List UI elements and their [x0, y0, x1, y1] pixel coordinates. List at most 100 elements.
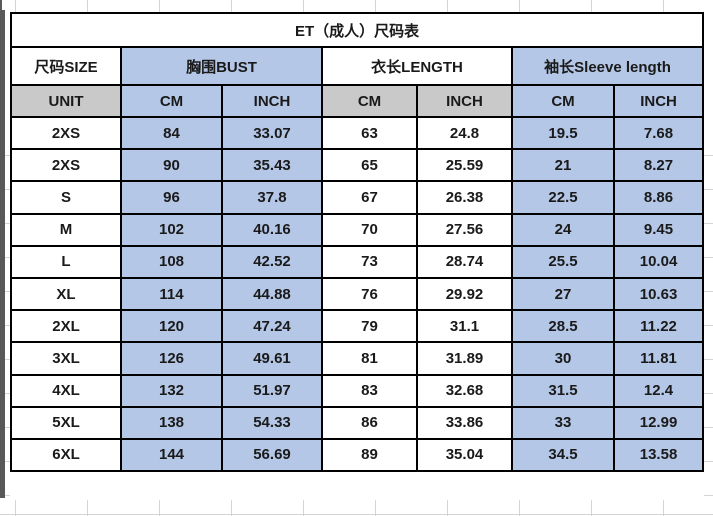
- bust-cm-cell[interactable]: 84: [120, 115, 223, 151]
- size-cell[interactable]: 2XL: [10, 309, 122, 344]
- length-cm-cell[interactable]: 86: [321, 405, 418, 440]
- size-cell[interactable]: 2XS: [10, 115, 122, 151]
- length-inch-cell[interactable]: 26.38: [416, 180, 513, 215]
- sleeve-inch-cell[interactable]: 9.45: [612, 212, 705, 247]
- bust-cm-cell[interactable]: 108: [120, 244, 223, 279]
- length-inch-cell[interactable]: 25.59: [416, 148, 513, 183]
- unit-label-cell[interactable]: UNIT: [10, 84, 122, 118]
- left-gutter-gridlines: [5, 122, 10, 498]
- length-cm-cell[interactable]: 76: [321, 276, 418, 312]
- sleeve-cm-cell[interactable]: 31.5: [511, 373, 615, 408]
- sleeve-cm-cell[interactable]: 33: [511, 405, 615, 440]
- length-inch-cell[interactable]: 31.89: [416, 341, 513, 376]
- length-inch-header-cell[interactable]: INCH: [416, 84, 513, 118]
- sleeve-inch-cell[interactable]: 7.68: [612, 115, 705, 151]
- length-inch-cell[interactable]: 27.56: [416, 212, 513, 247]
- length-cm-cell[interactable]: 70: [321, 212, 418, 247]
- bust-inch-cell[interactable]: 54.33: [221, 405, 323, 440]
- sleeve-inch-cell[interactable]: 11.81: [612, 341, 705, 376]
- sleeve-cm-cell[interactable]: 34.5: [511, 437, 615, 473]
- bust-cm-cell[interactable]: 138: [120, 405, 223, 440]
- sleeve-cm-cell[interactable]: 30: [511, 341, 615, 376]
- sleeve-inch-cell[interactable]: 8.27: [612, 148, 705, 183]
- length-cm-cell[interactable]: 89: [321, 437, 418, 473]
- table-row: M 102 40.16 70 27.56 24 9.45: [10, 212, 705, 247]
- length-cm-header-cell[interactable]: CM: [321, 84, 418, 118]
- header-size-cell[interactable]: 尺码SIZE: [10, 46, 122, 86]
- sleeve-cm-cell[interactable]: 22.5: [511, 180, 615, 215]
- size-cell[interactable]: 4XL: [10, 373, 122, 408]
- bust-cm-cell[interactable]: 102: [120, 212, 223, 247]
- bust-inch-cell[interactable]: 44.88: [221, 276, 323, 312]
- length-inch-cell[interactable]: 24.8: [416, 115, 513, 151]
- bust-cm-cell[interactable]: 126: [120, 341, 223, 376]
- length-cm-cell[interactable]: 63: [321, 115, 418, 151]
- length-inch-cell[interactable]: 31.1: [416, 309, 513, 344]
- sleeve-cm-cell[interactable]: 21: [511, 148, 615, 183]
- column-group-header-row: 尺码SIZE 胸围BUST 衣长LENGTH 袖长Sleeve length: [10, 46, 705, 86]
- grid-hline-bottom: [0, 514, 713, 515]
- bust-cm-cell[interactable]: 132: [120, 373, 223, 408]
- sleeve-inch-cell[interactable]: 11.22: [612, 309, 705, 344]
- bust-inch-cell[interactable]: 37.8: [221, 180, 323, 215]
- length-cm-cell[interactable]: 83: [321, 373, 418, 408]
- sleeve-cm-cell[interactable]: 19.5: [511, 115, 615, 151]
- bust-cm-cell[interactable]: 96: [120, 180, 223, 215]
- length-inch-cell[interactable]: 32.68: [416, 373, 513, 408]
- size-cell[interactable]: 5XL: [10, 405, 122, 440]
- sleeve-cm-header-cell[interactable]: CM: [511, 84, 615, 118]
- table-row: 2XL 120 47.24 79 31.1 28.5 11.22: [10, 309, 705, 344]
- size-chart-table: ET（成人）尺码表 尺码SIZE 胸围BUST 衣长LENGTH 袖长Sleev…: [9, 12, 705, 473]
- bust-cm-cell[interactable]: 120: [120, 309, 223, 344]
- length-cm-cell[interactable]: 79: [321, 309, 418, 344]
- sheet-left-edge: [0, 10, 5, 498]
- sleeve-inch-header-cell[interactable]: INCH: [612, 84, 705, 118]
- bust-inch-cell[interactable]: 42.52: [221, 244, 323, 279]
- length-cm-cell[interactable]: 81: [321, 341, 418, 376]
- bust-inch-cell[interactable]: 40.16: [221, 212, 323, 247]
- length-inch-cell[interactable]: 28.74: [416, 244, 513, 279]
- table-title-cell[interactable]: ET（成人）尺码表: [9, 12, 705, 48]
- length-cm-cell[interactable]: 65: [321, 148, 418, 183]
- size-cell[interactable]: XL: [10, 276, 122, 312]
- header-length-cell[interactable]: 衣长LENGTH: [321, 46, 513, 86]
- size-cell[interactable]: 3XL: [10, 341, 122, 376]
- size-cell[interactable]: 2XS: [10, 148, 122, 183]
- header-sleeve-cell[interactable]: 袖长Sleeve length: [510, 46, 705, 86]
- unit-header-row: UNIT CM INCH CM INCH CM INCH: [10, 84, 705, 118]
- sleeve-cm-cell[interactable]: 25.5: [511, 244, 615, 279]
- sleeve-inch-cell[interactable]: 10.63: [612, 276, 705, 312]
- header-bust-cell[interactable]: 胸围BUST: [120, 46, 323, 86]
- length-cm-cell[interactable]: 73: [321, 244, 418, 279]
- table-row: 2XS 90 35.43 65 25.59 21 8.27: [10, 148, 705, 183]
- length-inch-cell[interactable]: 35.04: [416, 437, 513, 473]
- sleeve-cm-cell[interactable]: 24: [511, 212, 615, 247]
- size-cell[interactable]: 6XL: [10, 437, 122, 473]
- bust-inch-cell[interactable]: 56.69: [221, 437, 323, 473]
- bust-inch-cell[interactable]: 51.97: [221, 373, 323, 408]
- bust-inch-cell[interactable]: 47.24: [221, 309, 323, 344]
- right-gutter-gridlines: [704, 122, 713, 498]
- size-cell[interactable]: S: [10, 180, 122, 215]
- bust-inch-cell[interactable]: 49.61: [221, 341, 323, 376]
- bust-cm-cell[interactable]: 114: [120, 276, 223, 312]
- sleeve-cm-cell[interactable]: 28.5: [511, 309, 615, 344]
- length-inch-cell[interactable]: 29.92: [416, 276, 513, 312]
- bust-cm-cell[interactable]: 144: [120, 437, 223, 473]
- bust-inch-cell[interactable]: 33.07: [221, 115, 323, 151]
- length-inch-cell[interactable]: 33.86: [416, 405, 513, 440]
- bust-inch-cell[interactable]: 35.43: [221, 148, 323, 183]
- sleeve-inch-cell[interactable]: 8.86: [612, 180, 705, 215]
- sleeve-inch-cell[interactable]: 12.99: [612, 405, 705, 440]
- sleeve-cm-cell[interactable]: 27: [511, 276, 615, 312]
- sleeve-inch-cell[interactable]: 12.4: [612, 373, 705, 408]
- sleeve-inch-cell[interactable]: 13.58: [612, 437, 705, 473]
- bust-inch-header-cell[interactable]: INCH: [221, 84, 323, 118]
- size-cell[interactable]: L: [10, 244, 122, 279]
- length-cm-cell[interactable]: 67: [321, 180, 418, 215]
- sleeve-inch-cell[interactable]: 10.04: [612, 244, 705, 279]
- bust-cm-cell[interactable]: 90: [120, 148, 223, 183]
- bust-cm-header-cell[interactable]: CM: [120, 84, 223, 118]
- size-cell[interactable]: M: [10, 212, 122, 247]
